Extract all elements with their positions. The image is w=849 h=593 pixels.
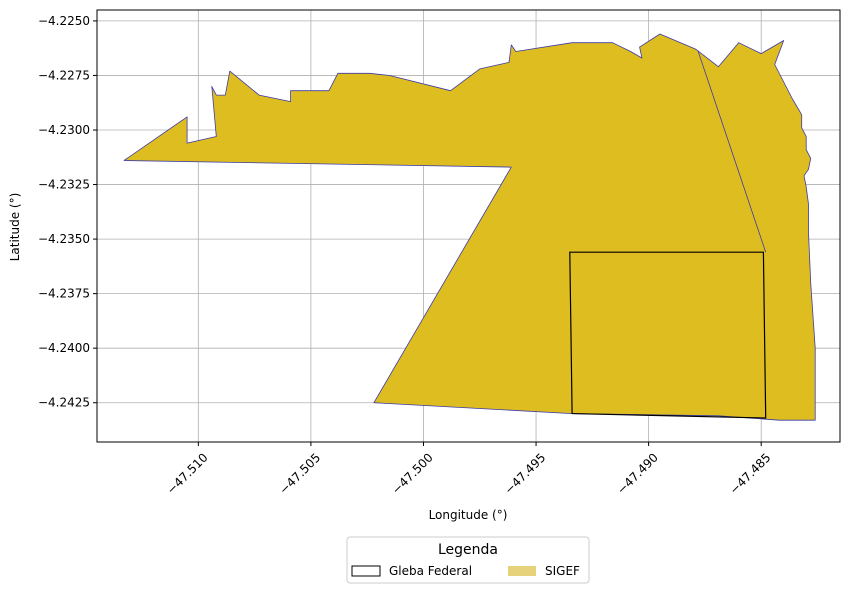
y-tick-label: −4.2350 xyxy=(38,232,90,246)
map-layers xyxy=(123,33,816,421)
sigef-parcel xyxy=(123,33,816,421)
y-tick-label: −4.2275 xyxy=(38,68,90,82)
legend: Legenda Gleba Federal SIGEF xyxy=(346,536,590,584)
y-tick-label: −4.2400 xyxy=(38,341,90,355)
legend-title: Legenda xyxy=(438,542,498,558)
y-axis-label: Latitude (°) xyxy=(8,193,22,262)
y-tick-label: −4.2250 xyxy=(38,14,90,28)
legend-swatch-gleba-federal xyxy=(351,565,381,577)
legend-label-gleba-federal: Gleba Federal xyxy=(389,564,472,578)
legend-label-sigef: SIGEF xyxy=(545,564,580,578)
gleba-federal-boundary xyxy=(569,251,767,419)
sigef-parcel-boundary xyxy=(697,51,767,253)
x-axis-label: Longitude (°) xyxy=(429,508,508,522)
y-tick-label: −4.2300 xyxy=(38,123,90,137)
legend-swatch-sigef xyxy=(508,566,536,576)
y-axis: −4.2250 −4.2275 −4.2300 −4.2325 −4.2350 −4.23… xyxy=(38,14,97,410)
y-tick-label: −4.2375 xyxy=(38,287,90,301)
axes-frame xyxy=(96,9,841,443)
y-tick-label: −4.2425 xyxy=(38,396,90,410)
y-tick-label: −4.2325 xyxy=(38,178,90,192)
